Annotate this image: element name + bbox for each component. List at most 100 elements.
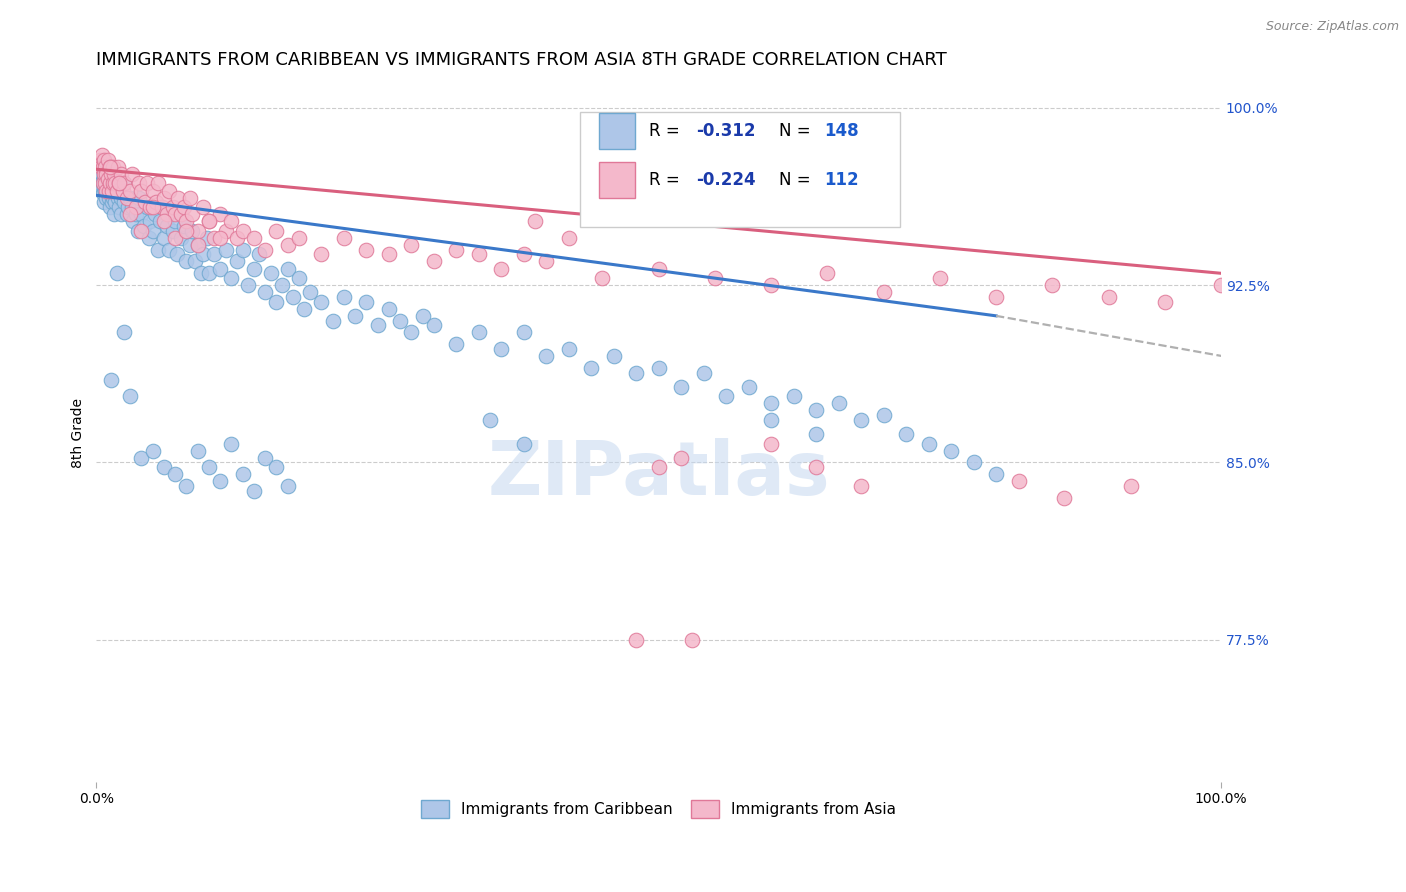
Point [94,160,117,174]
Point [311,247,333,261]
Point [136,200,159,214]
Point [389,313,412,327]
Point [204,231,226,245]
Legend: Immigrants from Caribbean, Immigrants from Asia: Immigrants from Caribbean, Immigrants fr… [415,795,903,824]
Point [266,224,288,238]
Point [93,153,115,167]
Point [815,266,838,280]
Point [647,460,669,475]
Point [849,413,872,427]
Point [512,326,534,340]
Point [103,191,125,205]
Point [827,396,849,410]
Point [624,632,647,647]
Point [149,214,172,228]
Point [110,167,132,181]
Point [153,191,176,205]
Point [254,450,277,465]
Point [101,195,124,210]
Point [96,184,118,198]
Text: Source: ZipAtlas.com: Source: ZipAtlas.com [1265,20,1399,33]
Point [91,148,114,162]
Point [132,219,155,233]
Point [101,184,124,198]
Point [232,224,254,238]
Point [156,219,179,233]
Point [136,177,159,191]
Text: N =: N = [779,122,815,140]
Point [121,167,143,181]
Point [107,160,129,174]
Point [204,247,226,261]
Point [333,290,356,304]
Point [110,207,132,221]
Point [512,247,534,261]
Point [423,318,446,333]
Point [170,231,193,245]
Point [153,231,176,245]
Point [89,153,111,167]
Point [97,186,120,200]
Text: R =: R = [648,170,685,189]
Text: N =: N = [779,170,815,189]
Point [1153,294,1175,309]
Point [401,238,423,252]
Point [148,243,170,257]
Point [468,247,491,261]
Point [138,231,160,245]
Point [96,177,118,191]
Point [602,349,624,363]
Point [112,184,135,198]
Point [91,177,114,191]
Point [356,243,378,257]
Point [804,403,827,417]
Point [104,177,127,191]
Text: -0.224: -0.224 [696,170,755,189]
Point [804,460,827,475]
Point [176,254,198,268]
Point [91,167,114,181]
Point [198,460,221,475]
Point [103,160,125,174]
Point [93,171,115,186]
Point [107,191,129,205]
Point [782,389,804,403]
Point [150,200,173,214]
Point [221,436,243,450]
Point [984,290,1007,304]
Point [131,184,153,198]
Text: R =: R = [648,122,685,140]
Point [108,177,131,191]
Point [1007,475,1029,489]
Point [198,214,221,228]
Point [167,191,190,205]
Point [759,278,782,293]
Point [108,200,131,214]
Point [120,389,142,403]
Point [917,436,939,450]
Point [176,224,198,238]
Point [166,247,188,261]
Point [103,207,125,221]
Point [159,184,181,198]
Point [159,243,181,257]
Point [117,200,139,214]
Point [849,479,872,493]
Point [193,247,215,261]
Point [692,366,714,380]
Point [872,408,894,422]
Point [190,266,212,280]
Point [209,231,232,245]
Point [91,160,114,174]
Point [110,191,132,205]
Point [105,184,128,198]
Point [165,231,187,245]
Point [523,214,546,228]
Point [311,294,333,309]
Point [97,171,120,186]
Point [120,207,142,221]
Point [209,207,232,221]
Point [131,450,153,465]
Point [669,450,692,465]
Point [114,195,136,210]
